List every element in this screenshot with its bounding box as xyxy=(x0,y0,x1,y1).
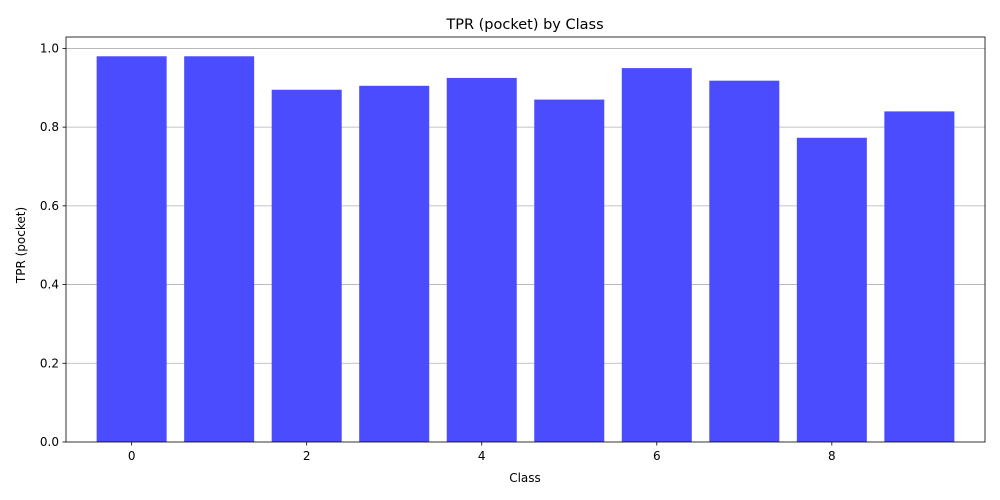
y-tick-label: 0.2 xyxy=(40,356,59,370)
y-ticks: 0.0 0.2 0.4 0.6 0.8 1.0 xyxy=(40,41,66,449)
x-axis-title: Class xyxy=(509,471,541,485)
y-tick-label: 0.6 xyxy=(40,199,59,213)
y-tick-label: 0.8 xyxy=(40,120,59,134)
bar xyxy=(534,99,605,443)
x-tick-label: 0 xyxy=(128,449,136,463)
x-tick-label: 4 xyxy=(478,449,486,463)
bar xyxy=(796,137,867,443)
bar xyxy=(884,111,955,442)
chart-title: TPR (pocket) by Class xyxy=(445,17,603,33)
bar xyxy=(709,80,780,442)
bar xyxy=(359,85,430,443)
bar xyxy=(184,56,255,443)
x-tick-label: 2 xyxy=(303,449,311,463)
x-tick-label: 8 xyxy=(828,449,836,463)
bar xyxy=(271,89,342,442)
axes-frame xyxy=(65,36,986,443)
y-tick-label: 0.0 xyxy=(40,435,59,449)
y-tick-label: 0.4 xyxy=(40,278,59,292)
x-ticks: 0 2 4 6 8 xyxy=(128,442,836,463)
x-tick-label: 6 xyxy=(653,449,661,463)
y-tick-label: 1.0 xyxy=(40,41,59,55)
bar xyxy=(621,68,692,442)
axes xyxy=(65,36,986,443)
bar xyxy=(446,77,517,442)
y-axis-title: TPR (pocket) xyxy=(14,207,28,284)
bar xyxy=(96,56,167,443)
bars xyxy=(96,56,955,443)
